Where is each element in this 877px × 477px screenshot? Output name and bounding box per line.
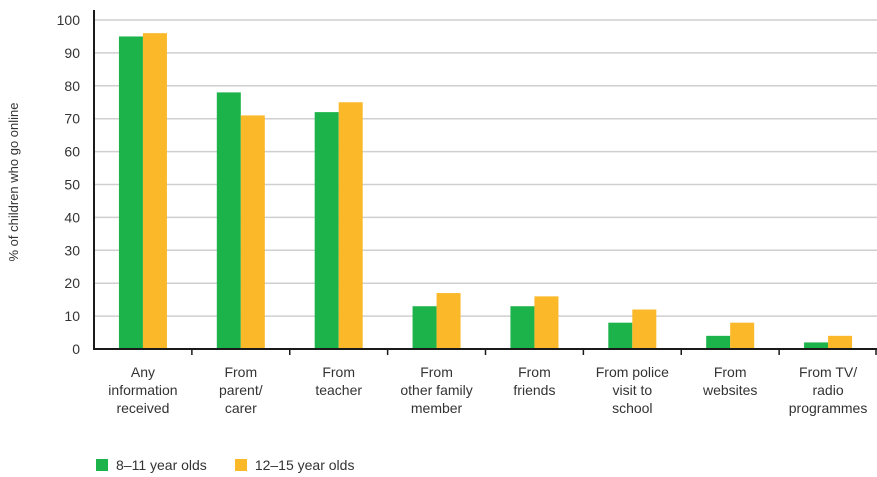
- bar-chart: 0 10 20 30 40 50 60 70 80 90 100 Any information rece…: [6, 10, 877, 416]
- y-tick-label: 0: [72, 341, 80, 357]
- x-category-label-line: friends: [513, 382, 555, 398]
- bar-series-1-cat-8: [804, 342, 829, 349]
- legend-swatch-series-2: [234, 459, 247, 471]
- x-category-label: From parent/carer: [219, 364, 263, 416]
- y-tick-label: 20: [64, 275, 80, 291]
- x-category-label-line: From TV/: [799, 364, 857, 380]
- x-category-label-line: Any: [131, 364, 155, 380]
- x-category-label: From other family member: [400, 364, 472, 416]
- x-category-label: From friends: [513, 364, 555, 398]
- x-category-label-line: information: [108, 382, 177, 398]
- bar-series-1-cat-7: [706, 335, 731, 349]
- x-category-label-line: From police: [596, 364, 669, 380]
- x-category-label: From teacher: [315, 364, 362, 398]
- x-category-label-line: From: [322, 364, 355, 380]
- bar-series-2-cat-7: [730, 322, 755, 349]
- x-category-label-line: school: [612, 400, 652, 416]
- x-category-label-line: carer: [225, 400, 257, 416]
- bar-series-2-cat-6: [632, 309, 657, 349]
- bar-series-1-cat-3: [314, 112, 339, 350]
- y-tick-label: 60: [64, 144, 80, 160]
- axes: [93, 10, 877, 355]
- bar-series-2-cat-2: [240, 115, 265, 349]
- legend: 8–11 year olds 12–15 year olds: [96, 457, 354, 473]
- x-category-label-line: radio: [812, 382, 843, 398]
- y-tick-label: 100: [57, 12, 81, 28]
- bar-series-2-cat-3: [338, 102, 363, 349]
- y-tick-label: 40: [64, 209, 80, 225]
- y-tick-label: 10: [64, 308, 80, 324]
- x-category-label: From websites: [702, 364, 757, 398]
- x-category-label-line: From: [420, 364, 453, 380]
- bar-series-2-cat-8: [828, 335, 853, 349]
- x-category-label-line: From: [714, 364, 747, 380]
- legend-item-series-2: 12–15 year olds: [234, 457, 355, 473]
- x-category-label-line: From: [224, 364, 257, 380]
- bar-series-2-cat-4: [436, 293, 461, 349]
- x-category-label: Any information received: [108, 364, 177, 416]
- x-category-label-line: other family: [400, 382, 472, 398]
- x-category-label-line: visit to: [612, 382, 652, 398]
- y-tick-label: 70: [64, 111, 80, 127]
- bar-series-1-cat-4: [412, 306, 437, 349]
- bar-series-1-cat-2: [216, 92, 241, 349]
- bar-series-2-cat-5: [534, 296, 559, 349]
- bar-series-1-cat-6: [608, 322, 633, 349]
- bar-series-1-cat-5: [510, 306, 535, 349]
- x-category-label-line: parent/: [219, 382, 263, 398]
- gridlines: [94, 19, 877, 317]
- x-category-label-line: teacher: [315, 382, 362, 398]
- legend-swatch-series-1: [96, 459, 108, 471]
- bar-series-1-cat-1: [118, 36, 143, 349]
- y-axis-title: % of children who go online: [6, 103, 21, 262]
- x-category-label: From TV/radio programmes: [789, 364, 868, 416]
- x-category-label-line: websites: [702, 382, 757, 398]
- bars: [118, 33, 853, 350]
- x-category-label-line: From: [518, 364, 551, 380]
- y-tick-label: 30: [64, 242, 80, 258]
- x-category-label-line: member: [411, 400, 463, 416]
- x-category-label: From police visit to school: [596, 364, 669, 416]
- labels: 0 10 20 30 40 50 60 70 80 90 100 Any information rece…: [57, 12, 868, 416]
- y-tick-label: 50: [64, 177, 80, 193]
- x-category-label-line: received: [116, 400, 169, 416]
- x-category-label-line: programmes: [789, 400, 868, 416]
- legend-item-series-1: 8–11 year olds: [96, 457, 207, 473]
- y-tick-label: 90: [64, 45, 80, 61]
- legend-label-series-2: 12–15 year olds: [254, 457, 355, 473]
- bar-series-2-cat-1: [142, 33, 167, 349]
- y-tick-label: 80: [64, 78, 80, 94]
- legend-label-series-1: 8–11 year olds: [116, 457, 207, 473]
